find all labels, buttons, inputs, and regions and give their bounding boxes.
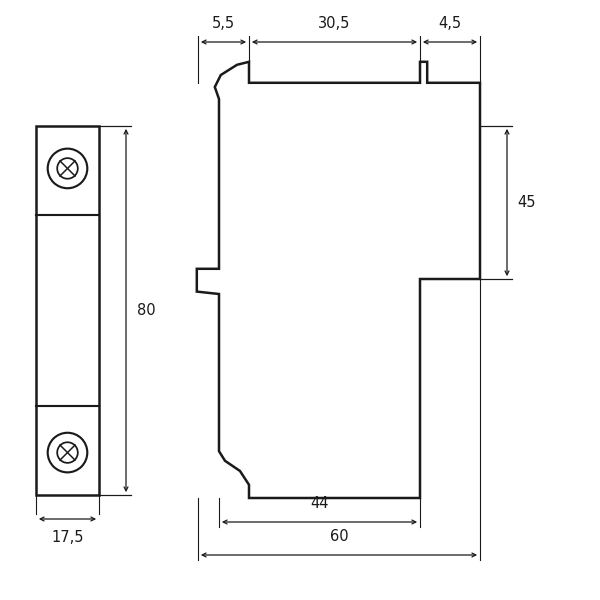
Text: 44: 44 <box>310 496 329 511</box>
Text: 30,5: 30,5 <box>319 16 350 31</box>
Text: 45: 45 <box>518 195 536 210</box>
Text: 80: 80 <box>137 303 155 318</box>
Text: 60: 60 <box>329 529 349 544</box>
Text: 17,5: 17,5 <box>51 530 84 545</box>
Text: 5,5: 5,5 <box>212 16 235 31</box>
Text: 4,5: 4,5 <box>439 16 461 31</box>
